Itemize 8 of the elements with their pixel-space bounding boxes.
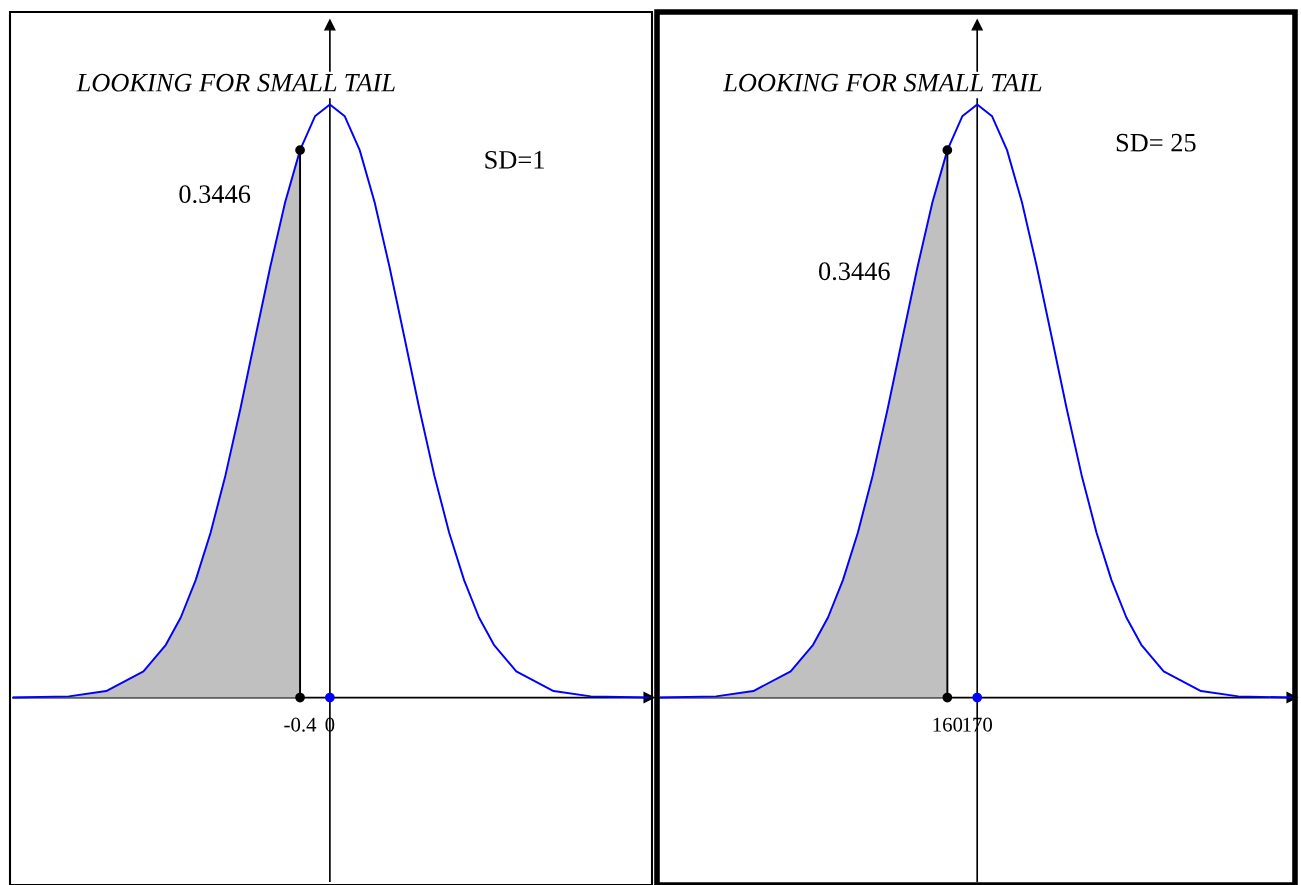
- annotation: 0.3446: [819, 262, 890, 281]
- annotation: SD=1: [485, 150, 544, 169]
- annotation: 0.3446: [179, 185, 251, 204]
- chart-title: LOOKING FOR SMALL TAIL: [722, 73, 1042, 92]
- chart-title: LOOKING FOR SMALL TAIL: [76, 73, 395, 92]
- x-tick-label: 160: [933, 717, 963, 732]
- annotation: SD= 25: [1116, 133, 1196, 152]
- x-tick-label: -0.4: [284, 717, 317, 732]
